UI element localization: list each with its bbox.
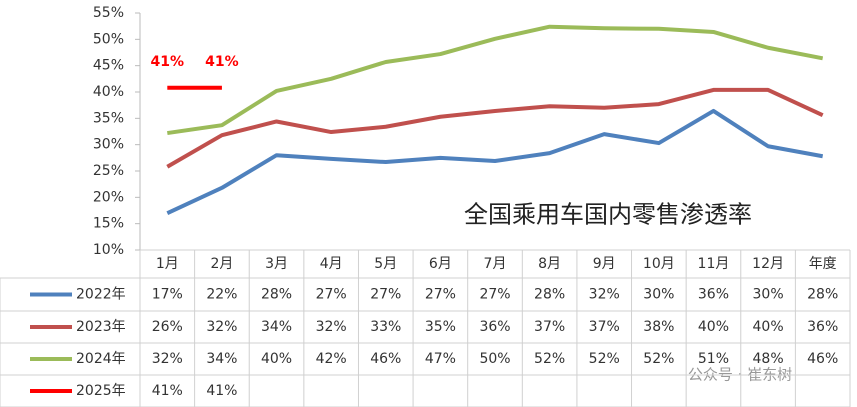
table-cell: 35%	[425, 319, 456, 335]
x-tick-label: 8月	[538, 256, 561, 272]
table-cell: 46%	[807, 351, 838, 367]
table-cell: 33%	[370, 319, 401, 335]
table-cell: 36%	[479, 319, 510, 335]
x-tick-label: 4月	[320, 256, 343, 272]
table-cell: 27%	[370, 287, 401, 303]
table-cell: 40%	[753, 319, 784, 335]
table-cell: 32%	[152, 351, 183, 367]
x-tick-label: 年度	[809, 256, 837, 272]
y-tick-label: 35%	[93, 110, 124, 126]
table-cell: 28%	[261, 287, 292, 303]
chart-title: 全国乘用车国内零售渗透率	[464, 201, 752, 229]
table-cell: 32%	[316, 319, 347, 335]
table-cell: 42%	[316, 351, 347, 367]
table-cell: 52%	[643, 351, 674, 367]
y-tick-label: 15%	[93, 216, 124, 232]
table-cell: 30%	[753, 287, 784, 303]
data-label: 41%	[205, 54, 239, 70]
table-cell: 36%	[698, 287, 729, 303]
legend-label: 2023年	[76, 319, 126, 335]
table-cell: 27%	[479, 287, 510, 303]
table-cell: 40%	[698, 319, 729, 335]
y-tick-label: 10%	[93, 242, 124, 258]
table-cell: 28%	[807, 287, 838, 303]
x-tick-label: 3月	[265, 256, 288, 272]
table-cell: 22%	[206, 287, 237, 303]
table-cell: 34%	[261, 319, 292, 335]
table-cell: 32%	[589, 287, 620, 303]
y-tick-label: 45%	[93, 58, 124, 74]
table-cell: 32%	[206, 319, 237, 335]
x-tick-label: 10月	[643, 256, 675, 272]
x-tick-label: 7月	[484, 256, 507, 272]
table-cell: 47%	[425, 351, 456, 367]
x-tick-label: 2月	[210, 256, 233, 272]
table-cell: 27%	[316, 287, 347, 303]
y-tick-label: 25%	[93, 163, 124, 179]
legend-label: 2024年	[76, 351, 126, 367]
table-cell: 17%	[152, 287, 183, 303]
y-tick-label: 20%	[93, 189, 124, 205]
table-cell: 52%	[589, 351, 620, 367]
legend-label: 2025年	[76, 383, 126, 399]
table-cell: 28%	[534, 287, 565, 303]
table-cell: 34%	[206, 351, 237, 367]
table-cell: 38%	[643, 319, 674, 335]
x-tick-label: 11月	[698, 256, 730, 272]
table-cell: 36%	[807, 319, 838, 335]
y-tick-label: 40%	[93, 84, 124, 100]
table-cell: 41%	[206, 383, 237, 399]
table-cell: 51%	[698, 351, 729, 367]
legend-label: 2022年	[76, 287, 126, 303]
x-tick-label: 1月	[156, 256, 179, 272]
data-label: 41%	[151, 54, 185, 70]
series-line	[166, 108, 824, 215]
table-cell: 46%	[370, 351, 401, 367]
table-cell: 27%	[425, 287, 456, 303]
x-tick-label: 9月	[593, 256, 616, 272]
table-cell: 41%	[152, 383, 183, 399]
table-cell: 30%	[643, 287, 674, 303]
y-tick-label: 55%	[93, 5, 124, 21]
x-tick-label: 6月	[429, 256, 452, 272]
table-cell: 50%	[479, 351, 510, 367]
series-line	[167, 24, 824, 136]
table-cell: 40%	[261, 351, 292, 367]
table-cell: 48%	[753, 351, 784, 367]
table-cell: 37%	[589, 319, 620, 335]
y-tick-label: 50%	[93, 31, 124, 47]
table-cell: 37%	[534, 319, 565, 335]
x-tick-label: 5月	[374, 256, 397, 272]
table-cell: 52%	[534, 351, 565, 367]
table-cell: 26%	[152, 319, 183, 335]
y-tick-label: 30%	[93, 137, 124, 153]
x-tick-label: 12月	[752, 256, 784, 272]
series-line	[166, 87, 824, 169]
